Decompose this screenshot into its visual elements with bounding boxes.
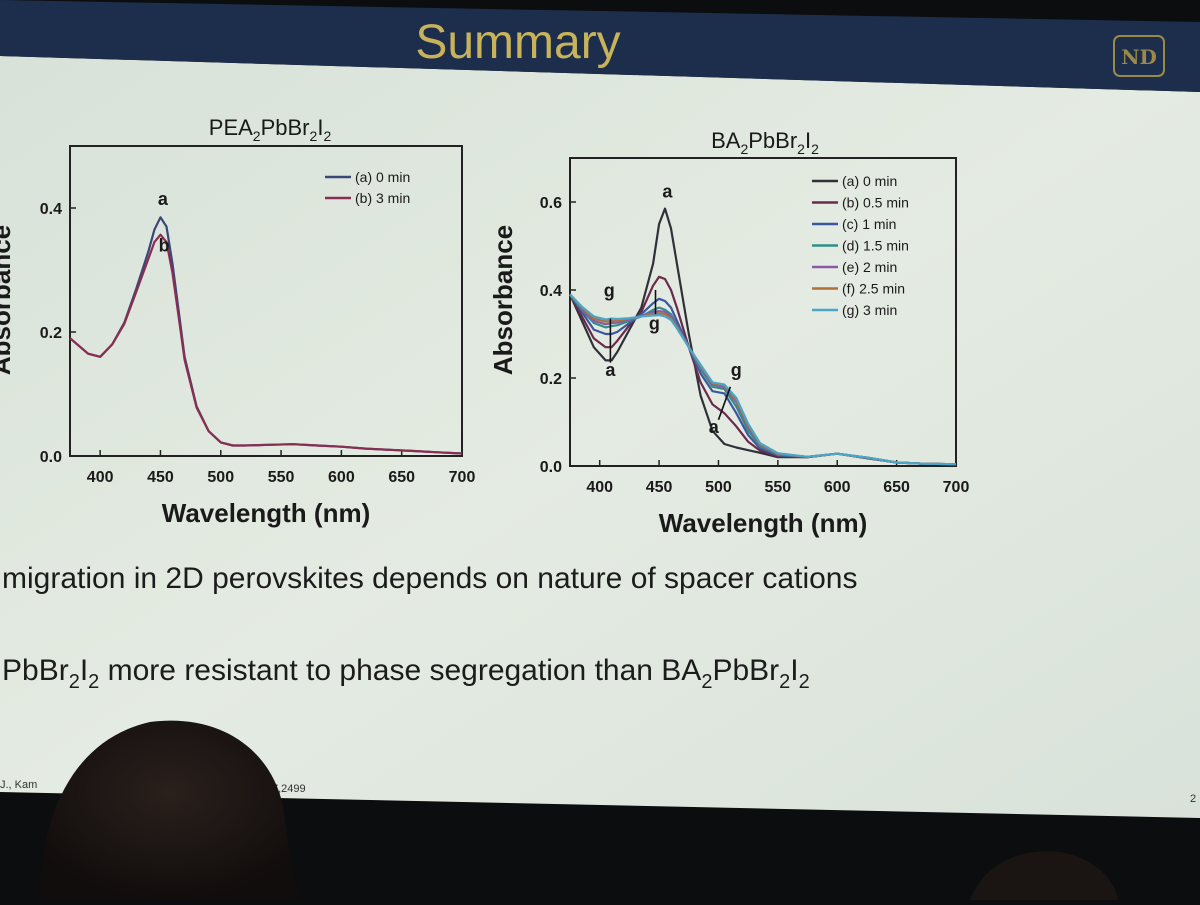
- title-segment: I: [317, 115, 323, 140]
- legend-label: (e) 2 min: [842, 259, 897, 275]
- y-tick-label: 0.4: [40, 201, 62, 218]
- title-segment: PbBr: [748, 128, 797, 153]
- audience-head-right: [970, 851, 1118, 900]
- nd-logo-icon: ND: [1113, 35, 1165, 77]
- x-tick-label: 500: [705, 479, 732, 496]
- x-tick-label: 600: [824, 479, 851, 496]
- legend-label: (f) 2.5 min: [842, 281, 905, 297]
- legend-label: (b) 0.5 min: [842, 195, 909, 211]
- x-tick-label: 400: [87, 469, 114, 486]
- x-tick-label: 650: [388, 469, 415, 486]
- series-line: [569, 293, 957, 466]
- y-axis-label: Absorbance: [488, 225, 518, 375]
- citation-right: 7,2499: [272, 783, 306, 795]
- x-axis-label: Wavelength (nm): [659, 508, 867, 538]
- series-line: [69, 233, 463, 455]
- y-tick-label: 0.0: [40, 449, 62, 466]
- x-tick-label: 450: [147, 469, 174, 486]
- x-tick-label: 650: [883, 479, 910, 496]
- y-tick-label: 0.4: [540, 283, 562, 300]
- annotation-label: a: [605, 360, 616, 380]
- x-tick-label: 500: [207, 469, 234, 486]
- title-subscript: 2: [811, 141, 819, 157]
- legend-label: (b) 3 min: [355, 190, 410, 206]
- audience-head-left: [40, 720, 300, 900]
- x-tick-label: 400: [586, 479, 613, 496]
- x-tick-label: 550: [764, 479, 791, 496]
- plot-frame: [69, 145, 463, 457]
- arrow-indicator: [717, 386, 732, 421]
- y-tick-label: 0.2: [40, 325, 62, 342]
- annotation-label: g: [649, 314, 660, 334]
- title-segment: BA: [711, 128, 741, 153]
- legend-label: (a) 0 min: [842, 173, 897, 189]
- legend-label: (d) 1.5 min: [842, 238, 909, 254]
- annotation-label: b: [159, 235, 170, 255]
- x-axis-label: Wavelength (nm): [162, 498, 370, 528]
- title-subscript: 2: [323, 128, 331, 144]
- x-tick-label: 700: [943, 479, 970, 496]
- legend-label: (a) 0 min: [355, 169, 410, 185]
- title-segment: PEA: [209, 115, 253, 140]
- legend-label: (c) 1 min: [842, 216, 896, 232]
- slide-surface: [0, 56, 1200, 818]
- y-axis-label: Absorbance: [0, 225, 16, 375]
- y-tick-label: 0.0: [540, 459, 562, 476]
- x-tick-label: 700: [449, 469, 476, 486]
- chart-title: PEA2PbBr2I2: [209, 115, 332, 144]
- bullet-text-1: migration in 2D perovskites depends on n…: [2, 562, 857, 595]
- annotation-label: a: [158, 189, 169, 209]
- chart-title: BA2PbBr2I2: [711, 128, 819, 157]
- y-tick-label: 0.2: [540, 371, 562, 388]
- page-number: 2: [1190, 793, 1196, 805]
- annotation-label: a: [709, 417, 720, 437]
- bullet-text-2: PbBr2I2 more resistant to phase segregat…: [2, 654, 810, 693]
- title-segment: I: [805, 128, 811, 153]
- title-subscript: 2: [797, 141, 805, 157]
- plot-frame: [569, 157, 957, 467]
- x-tick-label: 600: [328, 469, 355, 486]
- title-subscript: 2: [310, 128, 318, 144]
- title-subscript: 2: [740, 141, 748, 157]
- title-subscript: 2: [253, 128, 261, 144]
- annotation-label: g: [604, 281, 615, 301]
- x-tick-label: 450: [646, 479, 673, 496]
- citation-left: J., Kam: [0, 779, 37, 791]
- annotation-label: g: [731, 360, 742, 380]
- legend-label: (g) 3 min: [842, 302, 897, 318]
- logo-text: ND: [1121, 45, 1157, 69]
- header-band: [0, 0, 1200, 92]
- annotation-label: a: [662, 182, 673, 202]
- x-tick-label: 550: [268, 469, 295, 486]
- title-segment: PbBr: [261, 115, 310, 140]
- y-tick-label: 0.6: [540, 195, 562, 212]
- slide-title: Summary: [415, 16, 620, 69]
